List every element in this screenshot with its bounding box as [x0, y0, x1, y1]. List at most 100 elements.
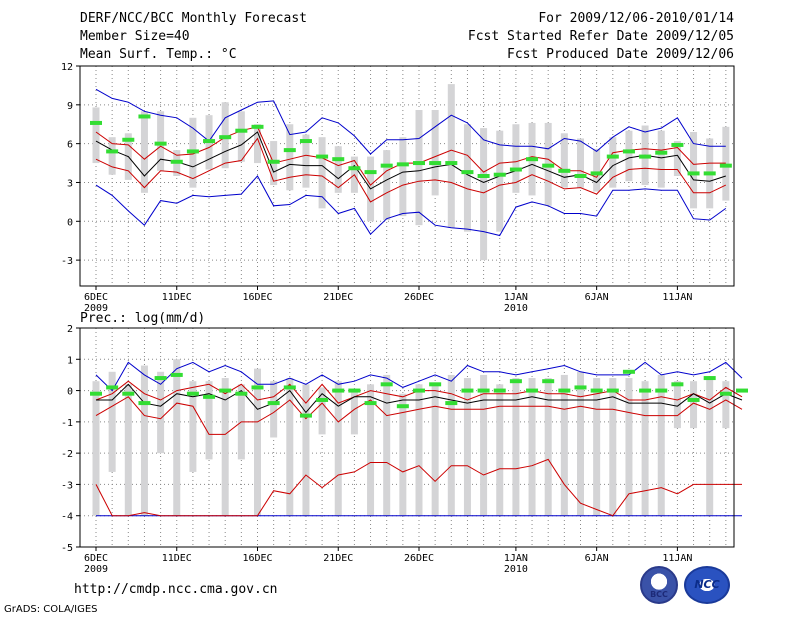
x-tick-year-label: 2009: [84, 564, 108, 575]
spread-box: [690, 381, 698, 429]
observed-marker: [186, 391, 199, 396]
spread-box: [593, 378, 601, 516]
spread-box: [415, 110, 423, 226]
spread-box: [270, 381, 278, 438]
spread-box: [544, 378, 552, 516]
spread-box: [512, 124, 520, 193]
observed-marker: [542, 163, 555, 168]
observed-marker: [703, 376, 716, 381]
spread-box: [254, 368, 261, 516]
x-tick-label: 11DEC: [162, 292, 192, 303]
observed-marker: [267, 159, 280, 164]
spread-box: [254, 124, 261, 164]
x-tick-year-label: 2009: [84, 303, 108, 314]
spread-box: [512, 378, 520, 516]
observed-marker: [542, 379, 555, 384]
observed-marker: [590, 388, 603, 393]
observed-marker: [106, 385, 119, 390]
observed-marker: [445, 161, 458, 166]
observed-marker: [493, 172, 506, 177]
series-line-mean: [96, 383, 743, 414]
observed-marker: [461, 170, 474, 175]
spread-box: [690, 132, 698, 209]
observed-marker: [445, 401, 458, 406]
spread-box: [92, 381, 100, 516]
spread-box: [625, 130, 633, 182]
spread-box: [108, 137, 116, 175]
spread-box: [706, 378, 714, 516]
observed-marker: [477, 174, 490, 178]
observed-marker: [106, 149, 119, 154]
x-tick-label: 11DEC: [162, 553, 192, 564]
observed-marker: [558, 168, 571, 173]
spread-box: [157, 371, 165, 454]
observed-marker: [396, 404, 409, 409]
observed-marker: [138, 114, 151, 119]
spread-box: [496, 384, 504, 516]
y-tick-label: -3: [61, 480, 73, 491]
spread-box: [173, 359, 181, 516]
observed-marker: [639, 388, 652, 393]
spread-box: [189, 381, 197, 472]
x-tick-label: 6DEC: [84, 553, 108, 564]
member-size: Member Size=40: [80, 29, 190, 44]
observed-marker: [364, 170, 377, 175]
observed-marker: [348, 166, 361, 171]
spread-box: [496, 130, 504, 232]
plot-frame: [79, 327, 735, 548]
grads-credit: GrADS: COLA/IGES: [4, 604, 98, 615]
series-line-lower_bound: [95, 458, 742, 517]
spread-box: [577, 138, 584, 188]
x-tick-label: 26DEC: [404, 553, 434, 564]
y-tick-label: 1: [67, 355, 73, 366]
produced-date: Fcst Produced Date 2009/12/06: [507, 47, 734, 62]
y-tick-label: -5: [61, 543, 73, 554]
spread-box: [140, 365, 148, 516]
x-tick-label: 16DEC: [242, 553, 272, 564]
observed-marker: [348, 388, 361, 393]
x-tick-label: 6JAN: [585, 553, 609, 564]
spread-box: [92, 107, 100, 164]
y-tick-label: -2: [61, 449, 73, 460]
series-line-min: [95, 175, 727, 237]
spread-box: [528, 378, 536, 516]
observed-marker: [219, 135, 232, 140]
observed-marker: [413, 388, 425, 393]
observed-marker: [122, 391, 135, 396]
observed-marker: [283, 385, 296, 390]
observed-marker: [622, 149, 635, 154]
observed-marker: [639, 154, 652, 159]
observed-marker: [671, 382, 684, 387]
observed-marker: [122, 137, 135, 142]
source-url[interactable]: http://cmdp.ncc.cma.gov.cn: [74, 582, 278, 597]
series-line-mean: [95, 131, 726, 190]
observed-marker: [477, 388, 490, 393]
x-tick-year-label: 2010: [504, 564, 528, 575]
observed-marker: [186, 149, 199, 154]
spread-box: [302, 384, 310, 516]
series-line-upper: [95, 126, 726, 186]
x-tick-label: 1JAN: [504, 292, 528, 303]
observed-marker: [251, 124, 264, 129]
x-tick-label: 1JAN: [504, 553, 528, 564]
observed-marker: [90, 120, 102, 125]
observed-marker: [332, 388, 345, 393]
spread-box: [480, 374, 488, 516]
observed-marker: [606, 154, 619, 159]
observed-marker: [251, 385, 264, 390]
observed-marker: [719, 163, 732, 168]
variable-label: Mean Surf. Temp.: °C: [80, 47, 237, 62]
observed-marker: [299, 413, 312, 418]
spread-box: [334, 146, 342, 193]
spread-box: [560, 374, 568, 516]
observed-marker: [413, 161, 425, 166]
y-tick-label: -1: [61, 418, 73, 429]
spread-box: [350, 390, 358, 435]
x-tick-label: 11JAN: [662, 553, 692, 564]
observed-marker: [299, 139, 312, 144]
spread-box: [609, 378, 617, 516]
series-line-lower: [95, 137, 727, 203]
y-tick-label: 12: [61, 62, 73, 73]
